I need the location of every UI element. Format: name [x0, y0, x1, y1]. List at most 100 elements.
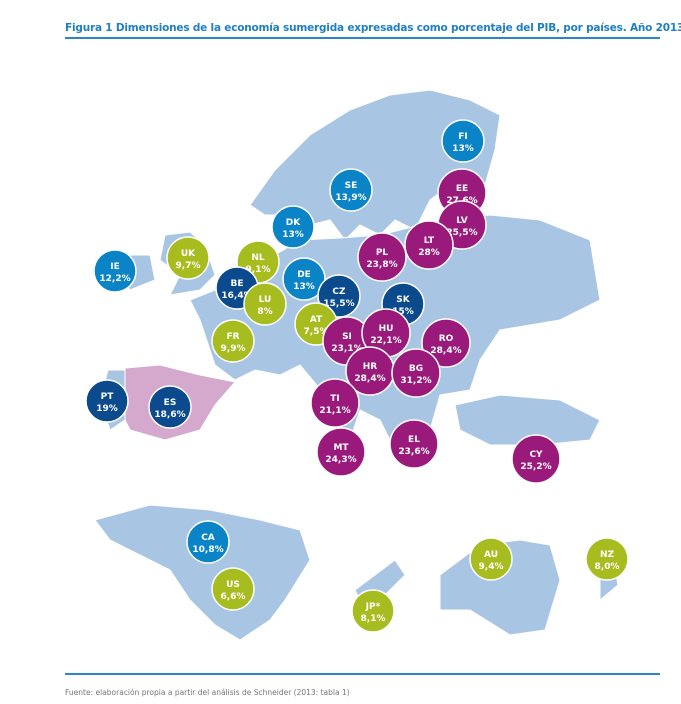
country-code: JP*	[365, 602, 381, 612]
country-value: 23,8%	[366, 260, 397, 270]
country-code: FI	[458, 132, 468, 142]
country-value: 6,6%	[221, 592, 246, 602]
country-code: HU	[379, 324, 394, 334]
bubble-circle	[357, 232, 407, 282]
country-bubble-pt: PT 19%	[85, 379, 129, 423]
country-code: DE	[297, 270, 311, 280]
bubble-circle	[329, 168, 373, 212]
country-value: 8,1%	[361, 614, 386, 624]
country-code: IE	[110, 262, 120, 272]
country-bubble-lu: LU 8%	[243, 282, 287, 326]
bubble-circle	[441, 119, 485, 163]
country-value: 13%	[282, 230, 304, 240]
country-bubble-ti: TI 21,1%	[310, 378, 360, 428]
country-code: FR	[226, 332, 239, 342]
bubble-circle	[166, 236, 210, 280]
bubble-circle	[85, 379, 129, 423]
country-code: CY	[529, 450, 543, 460]
country-code: NZ	[600, 550, 615, 560]
country-bubble-lt: LT 28%	[404, 220, 454, 270]
country-bubble-dk: DK 13%	[271, 205, 315, 249]
country-value: 19%	[96, 404, 118, 414]
country-value: 23,6%	[398, 447, 429, 457]
country-code: ES	[164, 398, 177, 408]
country-code: UK	[181, 249, 196, 259]
country-code: CZ	[332, 287, 346, 297]
country-value: 9,7%	[176, 261, 201, 271]
country-value: 10,8%	[192, 545, 223, 555]
country-code: PL	[376, 248, 389, 258]
country-value: 15,5%	[323, 299, 354, 309]
country-value: 23,1%	[331, 344, 362, 354]
bubble-circle	[282, 257, 326, 301]
bubble-circle	[186, 520, 230, 564]
country-bubble-jp: JP* 8,1%	[351, 589, 395, 633]
country-code: SK	[396, 295, 410, 305]
country-value: 8%	[257, 307, 272, 317]
country-code: LT	[424, 236, 435, 246]
country-value: 13%	[293, 282, 315, 292]
country-code: BG	[409, 364, 423, 374]
country-value: 21,1%	[319, 406, 350, 416]
country-code: DK	[286, 218, 301, 228]
bubble-circle	[389, 419, 439, 469]
bubble-circle	[243, 282, 287, 326]
country-value: 7,5%	[304, 327, 329, 337]
country-bubble-uk: UK 9,7%	[166, 236, 210, 280]
country-code: NL	[251, 253, 265, 263]
country-code: SE	[345, 181, 358, 191]
country-bubble-el: EL 23,6%	[389, 419, 439, 469]
country-code: AU	[484, 550, 498, 560]
country-code: PT	[101, 392, 115, 402]
bubble-circle	[421, 318, 471, 368]
country-code: RO	[439, 334, 454, 344]
country-value: 25,2%	[520, 462, 551, 472]
country-bubble-ro: RO 28,4%	[421, 318, 471, 368]
country-bubble-mt: MT 24,3%	[316, 427, 366, 477]
bubble-circle	[271, 205, 315, 249]
country-bubble-fr: FR 9,9%	[211, 319, 255, 363]
country-value: 9,9%	[221, 344, 246, 354]
bubble-circle	[316, 427, 366, 477]
country-value: 9,1%	[246, 265, 271, 275]
country-code: AT	[310, 315, 323, 325]
country-value: 24,3%	[325, 455, 356, 465]
country-bubble-cy: CY 25,2%	[511, 434, 561, 484]
country-bubble-es: ES 18,6%	[148, 385, 192, 429]
country-code: EL	[408, 435, 420, 445]
country-value: 12,2%	[99, 274, 130, 284]
country-bubble-de: DE 13%	[282, 257, 326, 301]
country-code: SI	[342, 332, 352, 342]
country-value: 28,4%	[354, 374, 385, 384]
land-turkey	[454, 394, 601, 446]
country-value: 28,4%	[430, 346, 461, 356]
country-bubble-fi: FI 13%	[441, 119, 485, 163]
country-code: CA	[201, 533, 215, 543]
title-rule	[65, 37, 660, 39]
country-code: HR	[363, 362, 378, 372]
country-bubble-nz: NZ 8,0%	[585, 537, 629, 581]
country-value: 28%	[418, 248, 440, 258]
country-bubble-us: US 6,6%	[211, 567, 255, 611]
land-north-america	[94, 504, 311, 641]
bubble-circle	[585, 537, 629, 581]
source-note: Fuente: elaboración propia a partir del …	[65, 688, 350, 697]
bubble-circle	[211, 567, 255, 611]
country-value: 31,2%	[400, 376, 431, 386]
country-bubble-ca: CA 10,8%	[186, 520, 230, 564]
country-code: LU	[259, 295, 272, 305]
country-value: 16,4%	[221, 291, 252, 301]
country-value: 8,0%	[595, 562, 620, 572]
country-value: 13,9%	[335, 193, 366, 203]
country-bubble-se: SE 13,9%	[329, 168, 373, 212]
country-bubble-ie: IE 12,2%	[93, 249, 137, 293]
country-value: 25,5%	[446, 228, 477, 238]
country-code: TI	[330, 394, 340, 404]
bubble-circle	[211, 319, 255, 363]
footer-rule	[65, 673, 660, 675]
bubble-circle	[391, 348, 441, 398]
bubble-circle	[148, 385, 192, 429]
country-value: 18,6%	[154, 410, 185, 420]
country-bubble-bg: BG 31,2%	[391, 348, 441, 398]
